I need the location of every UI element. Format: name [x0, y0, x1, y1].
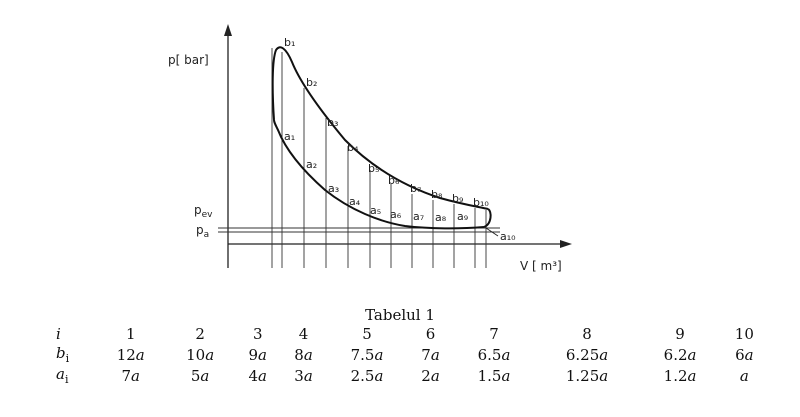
i-cell: 6 — [425, 324, 436, 343]
p-a-label: pa — [196, 223, 209, 240]
x-axis-arrow — [560, 240, 572, 248]
a7-label: a₇ — [413, 210, 424, 223]
a5-label: a₅ — [370, 204, 381, 217]
lower-point-labels: a₁ a₂ a₃ a₄ a₅ a₆ a₇ a₈ a₉ a₁₀ — [284, 130, 516, 243]
a1-label: a₁ — [284, 130, 295, 143]
b1-label: b₁ — [284, 36, 295, 49]
b-cell: 6.2a — [663, 345, 697, 364]
b2-label: b₂ — [306, 76, 317, 89]
a9-label: a₉ — [457, 210, 468, 223]
table-row-a: ai 7a 5a 4a 3a 2.5a 2a 1.5a 1.25a 1.2a a — [48, 365, 768, 386]
table-row-b: bi 12a 10a 9a 8a 7.5a 7a 6.5a 6.25a 6.2a… — [48, 344, 768, 365]
b-cell: 6.25a — [565, 345, 609, 364]
b6-label: b₆ — [388, 174, 400, 187]
b4-label: b₄ — [347, 141, 359, 154]
a-cell: 1.2a — [663, 366, 697, 385]
vertical-lines — [271, 48, 487, 268]
row-header-i: i — [56, 324, 61, 343]
a6-label: a₆ — [390, 208, 402, 221]
a-cell: 2.5a — [350, 366, 384, 385]
values-table: i 1 2 3 4 5 6 7 8 9 10 bi 12a 10a 9a 8a … — [48, 323, 768, 387]
b8-label: b₈ — [431, 188, 443, 201]
a-cell: 7a — [121, 366, 140, 385]
a3-label: a₃ — [328, 182, 339, 195]
a8-label: a₈ — [435, 211, 447, 224]
a4-label: a₄ — [349, 195, 361, 208]
b-cell: 6.5a — [477, 345, 511, 364]
i-cell: 9 — [675, 324, 685, 343]
pv-diagram: p[ bar] V [ m³] pev pa b₁ b₂ b₃ b₄ b₅ b₆… — [168, 24, 572, 273]
b-cell: 7.5a — [350, 345, 384, 364]
i-cell: 7 — [489, 324, 499, 343]
a-cell: 1.25a — [565, 366, 609, 385]
b-cell: 7a — [421, 345, 440, 364]
a2-label: a₂ — [306, 158, 317, 171]
table-caption: Tabelul 1 — [365, 306, 435, 324]
b3-label: b₃ — [327, 116, 338, 129]
b5-label: b₅ — [368, 162, 379, 175]
i-cell: 3 — [252, 324, 263, 343]
i-cell: 8 — [582, 324, 592, 343]
b7-label: b₇ — [410, 182, 421, 195]
b-cell: 6a — [735, 345, 754, 364]
i-cell: 4 — [298, 324, 309, 343]
i-cell: 1 — [125, 324, 136, 343]
b-cell: 12a — [116, 345, 145, 364]
b-cell: 9a — [248, 345, 267, 364]
i-cell: 2 — [195, 324, 205, 343]
p-ev-label: pev — [194, 203, 213, 220]
i-cell: 5 — [362, 324, 372, 343]
upper-point-labels: b₁ b₂ b₃ b₄ b₅ b₆ b₇ b₈ b₉ b₁₀ — [284, 36, 489, 209]
i-cell: 10 — [734, 324, 754, 343]
a10-label: a₁₀ — [500, 230, 516, 243]
y-axis-arrow — [224, 24, 232, 36]
b9-label: b₉ — [452, 192, 463, 205]
row-header-b: bi — [56, 344, 70, 365]
x-axis-label: V [ m³] — [520, 259, 562, 273]
b-cell: 8a — [294, 345, 313, 364]
b-cell: 10a — [186, 345, 215, 364]
b10-label: b₁₀ — [473, 196, 489, 209]
a-cell: 3a — [294, 366, 313, 385]
a-cell: 5a — [190, 366, 210, 385]
cycle-curve-lower — [273, 119, 485, 230]
cycle-curve-upper — [271, 46, 489, 210]
cycle-curve-right — [483, 208, 492, 228]
a-cell: 2a — [421, 366, 440, 385]
a-cell: 1.5a — [477, 366, 511, 385]
y-axis-label: p[ bar] — [168, 53, 209, 67]
a-cell: 4a — [248, 366, 267, 385]
a-cell: a — [739, 366, 749, 385]
table-row-i: i 1 2 3 4 5 6 7 8 9 10 — [48, 323, 768, 344]
row-header-a: ai — [56, 365, 69, 386]
a10-leader — [485, 227, 499, 237]
